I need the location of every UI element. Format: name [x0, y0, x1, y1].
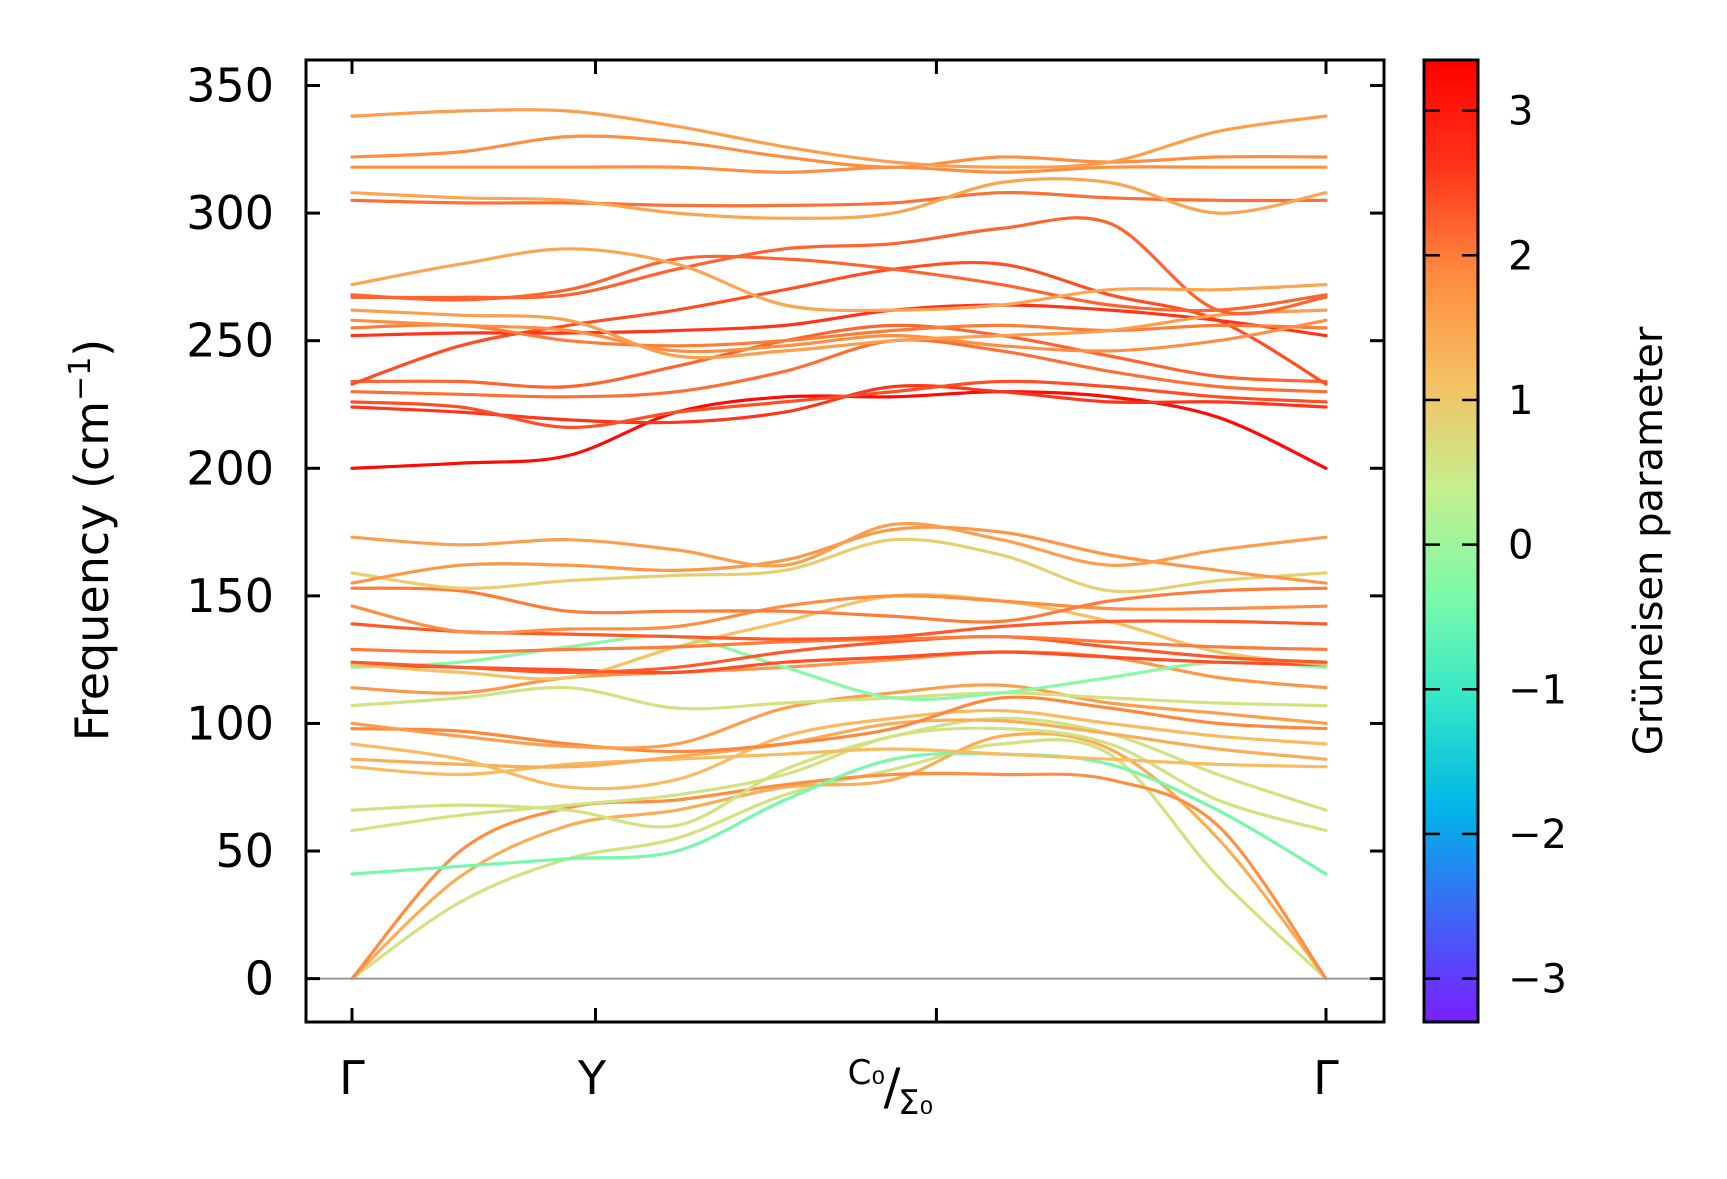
band-b2: [350, 731, 1328, 981]
x-label-sigma0: Σ₀: [898, 1083, 933, 1123]
band-b13: [350, 650, 1328, 695]
band-b10: [350, 695, 1328, 754]
band-b18: [350, 635, 1328, 654]
band-b7: [350, 747, 1328, 777]
colorbar-title: Grüneisen parameter: [1626, 326, 1672, 755]
band-b21: [350, 586, 1328, 624]
band-b19: [350, 619, 1328, 641]
plot-frame: [304, 58, 1386, 1024]
band-b24: [350, 522, 1328, 568]
band-b4: [350, 751, 1328, 876]
colorbar-tick-label: 3: [1508, 89, 1533, 135]
colorbar-tick-label: 0: [1508, 523, 1533, 569]
colorbar-tick-label: 2: [1508, 233, 1533, 279]
colorbar-ticks: −3 −2 −1 0 1 2 3: [1424, 89, 1567, 1003]
y-tick-label: 150: [186, 569, 274, 623]
phonon-bands: [350, 108, 1328, 981]
y-tick-label: 350: [186, 59, 274, 113]
band-b41: [350, 134, 1328, 169]
y-axis-ticks: 0 50 100 150 200 250 300 350: [186, 59, 1384, 1006]
x-label-y: Y: [577, 1051, 607, 1105]
band-b26: [350, 384, 1328, 425]
y-tick-label: 200: [186, 441, 274, 495]
y-tick-label: 300: [186, 186, 274, 240]
band-b42: [350, 108, 1328, 169]
colorbar: [1422, 58, 1480, 1024]
band-b22: [350, 537, 1328, 594]
y-tick-label: 0: [245, 952, 274, 1006]
band-b3: [350, 771, 1328, 981]
colorbar-tick-label: −1: [1508, 667, 1567, 713]
x-axis-ticks: [350, 60, 1328, 1022]
band-b40: [350, 165, 1328, 174]
band-b34: [350, 308, 1328, 360]
band-b12: [350, 685, 1328, 711]
band-b14: [350, 634, 1328, 701]
x-label-gamma-end: Γ: [1313, 1051, 1339, 1105]
x-label-gamma-start: Γ: [339, 1051, 365, 1105]
colorbar-tick-label: 1: [1508, 378, 1533, 424]
band-b20: [350, 594, 1328, 635]
band-b27: [350, 379, 1328, 430]
band-b36: [350, 254, 1328, 313]
y-tick-label: 100: [186, 696, 274, 750]
band-b8: [350, 718, 1328, 769]
band-b28: [350, 338, 1328, 399]
band-b29: [350, 323, 1328, 389]
y-tick-label: 50: [215, 824, 274, 878]
x-label-slash: /: [884, 1058, 901, 1116]
band-b9: [350, 708, 1328, 791]
band-b32: [350, 323, 1328, 348]
band-b17: [350, 634, 1328, 674]
y-axis-title: Frequency (cm−1): [63, 339, 119, 742]
band-b30: [350, 260, 1328, 386]
y-tick-label: 250: [186, 314, 274, 368]
band-b37: [350, 247, 1328, 313]
band-b5: [350, 726, 1328, 833]
band-b39: [350, 177, 1328, 220]
colorbar-tick-label: −3: [1508, 957, 1567, 1003]
colorbar-tick-label: −2: [1508, 812, 1567, 858]
band-b16: [350, 593, 1328, 681]
x-label-c0: C₀: [848, 1053, 885, 1093]
band-b15: [350, 650, 1328, 675]
band-b11: [350, 683, 1328, 750]
band-b33: [350, 318, 1328, 354]
